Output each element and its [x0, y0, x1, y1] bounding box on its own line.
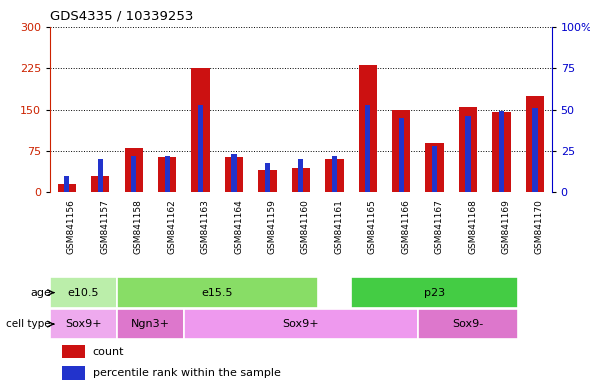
Bar	[425, 143, 444, 192]
Text: Sox9-: Sox9-	[453, 319, 484, 329]
Bar	[158, 157, 176, 192]
Bar	[359, 66, 377, 192]
Bar	[231, 154, 237, 192]
Bar	[392, 110, 411, 192]
Bar	[265, 162, 270, 192]
Bar	[399, 118, 404, 192]
Text: Ngn3+: Ngn3+	[131, 319, 170, 329]
Text: GSM841157: GSM841157	[100, 199, 109, 254]
Text: Sox9+: Sox9+	[65, 319, 102, 329]
Text: GSM841166: GSM841166	[401, 199, 410, 254]
Text: GSM841165: GSM841165	[368, 199, 377, 254]
Text: GSM841160: GSM841160	[301, 199, 310, 254]
Bar	[499, 111, 504, 192]
Bar	[58, 184, 76, 192]
Text: GSM841159: GSM841159	[267, 199, 277, 254]
Text: GSM841156: GSM841156	[67, 199, 76, 254]
Bar	[299, 159, 303, 192]
Text: age: age	[30, 288, 51, 298]
Bar	[98, 159, 103, 192]
Bar	[117, 278, 317, 308]
Bar	[191, 68, 210, 192]
Text: e10.5: e10.5	[68, 288, 99, 298]
Text: GSM841167: GSM841167	[435, 199, 444, 254]
Text: GSM841162: GSM841162	[167, 199, 176, 254]
Text: GSM841169: GSM841169	[502, 199, 510, 254]
Bar	[466, 116, 471, 192]
Text: Sox9+: Sox9+	[283, 319, 319, 329]
Bar	[365, 105, 371, 192]
Text: GSM841163: GSM841163	[201, 199, 209, 254]
Bar	[62, 345, 85, 358]
Text: GSM841161: GSM841161	[335, 199, 343, 254]
Text: count: count	[93, 347, 124, 357]
Bar	[117, 309, 184, 339]
Bar	[325, 159, 343, 192]
Text: GSM841158: GSM841158	[134, 199, 143, 254]
Text: e15.5: e15.5	[202, 288, 233, 298]
Text: p23: p23	[424, 288, 445, 298]
Bar	[91, 176, 110, 192]
Bar	[198, 105, 203, 192]
Bar	[184, 309, 418, 339]
Bar	[50, 309, 117, 339]
Text: GSM841164: GSM841164	[234, 199, 243, 254]
Text: GSM841168: GSM841168	[468, 199, 477, 254]
Text: GDS4335 / 10339253: GDS4335 / 10339253	[50, 10, 194, 23]
Bar	[50, 278, 117, 308]
Bar	[459, 107, 477, 192]
Text: cell type: cell type	[6, 319, 51, 329]
Bar	[492, 113, 511, 192]
Bar	[225, 157, 243, 192]
Bar	[332, 156, 337, 192]
Bar	[526, 96, 544, 192]
Bar	[532, 108, 537, 192]
Text: GSM841170: GSM841170	[535, 199, 544, 254]
Bar	[64, 176, 70, 192]
Bar	[258, 170, 277, 192]
Bar	[351, 278, 518, 308]
Bar	[124, 148, 143, 192]
Bar	[291, 167, 310, 192]
Bar	[62, 366, 85, 379]
Bar	[418, 309, 518, 339]
Bar	[131, 156, 136, 192]
Bar	[165, 156, 170, 192]
Text: percentile rank within the sample: percentile rank within the sample	[93, 368, 280, 378]
Bar	[432, 146, 437, 192]
